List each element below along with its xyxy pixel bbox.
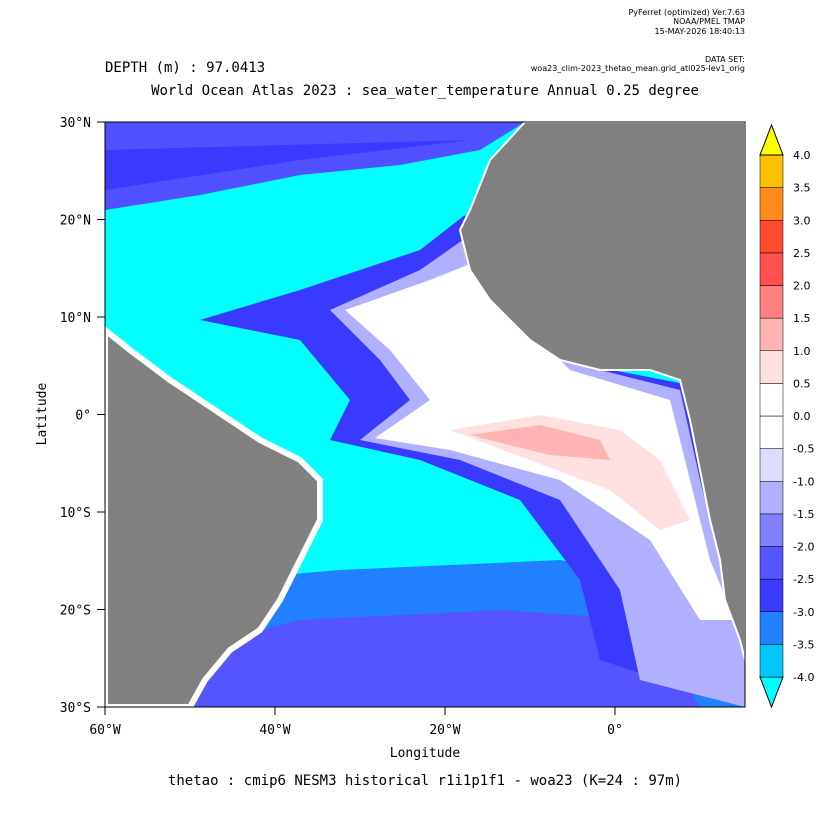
colorbar-bin [759, 220, 784, 254]
colorbar-label: 0.0 [793, 410, 811, 423]
colorbar-bin [759, 513, 784, 547]
colorbar-bin [759, 448, 784, 482]
y-tick-label: 20°S [60, 604, 91, 619]
colorbar-label: -1.0 [793, 475, 814, 488]
colorbar-bin [759, 317, 784, 351]
y-axis-label: Latitude [35, 383, 50, 446]
colorbar-label: 3.5 [793, 182, 811, 195]
y-tick-label: 20°N [60, 214, 91, 229]
colorbar-label: -3.0 [793, 606, 814, 619]
colorbar-bin [759, 154, 784, 188]
south-america [105, 326, 323, 707]
colorbar-label: -3.5 [793, 638, 814, 651]
colorbar-bin [759, 578, 784, 612]
colorbar-bin [759, 350, 784, 384]
africa [458, 122, 745, 661]
colorbar-bin [759, 481, 784, 515]
map-field [105, 122, 745, 707]
south-cool-2 [150, 610, 700, 707]
org: NOAA/PMEL TMAP [673, 17, 745, 26]
colorbar-label: 0.5 [793, 377, 811, 390]
colorbar-label: -2.0 [793, 541, 814, 554]
colorbar-label: 2.0 [793, 280, 811, 293]
colorbar-over [759, 123, 784, 156]
north-cool-2 [105, 140, 470, 190]
colorbar-label: 2.5 [793, 247, 811, 260]
footer: thetao : cmip6 NESM3 historical r1i1p1f1… [168, 773, 682, 789]
colorbar-label: 3.0 [793, 214, 811, 227]
y-tick-label: 0° [75, 409, 91, 424]
title: World Ocean Atlas 2023 : sea_water_tempe… [151, 83, 699, 99]
x-axis-label: Longitude [390, 746, 461, 761]
warm-anomaly-2 [470, 425, 610, 460]
colorbar-bin [759, 285, 784, 319]
depth-label: DEPTH (m) : 97.0413 [105, 60, 265, 76]
colorbar-bin [759, 383, 784, 417]
colorbar-label: -4.0 [793, 671, 814, 684]
x-tick-label: 0° [607, 723, 623, 738]
timestamp: 15-MAY-2026 18:40:13 [655, 27, 745, 36]
y-tick-label: 30°N [60, 116, 91, 131]
colorbar-label: 4.0 [793, 149, 811, 162]
software: PyFerret (optimized) Ver.7.63 [628, 8, 745, 17]
y-tick-label: 10°N [60, 311, 91, 326]
colorbar-bin [759, 644, 784, 678]
x-tick-label: 40°W [259, 723, 290, 738]
dataset: woa23_clim-2023_thetao_mean.grid_atl025-… [531, 64, 745, 73]
colorbar-label: -1.5 [793, 508, 814, 521]
colorbar-bin [759, 415, 784, 449]
colorbar-bin [759, 187, 784, 221]
y-tick-label: 30°S [60, 701, 91, 716]
colorbar-label: -0.5 [793, 443, 814, 456]
colorbar-label: -2.5 [793, 573, 814, 586]
colorbar-under [759, 676, 784, 709]
y-tick-label: 10°S [60, 506, 91, 521]
colorbar-bin [759, 611, 784, 645]
colorbar-bin [759, 546, 784, 580]
x-tick-label: 20°W [429, 723, 460, 738]
x-tick-label: 60°W [89, 723, 120, 738]
colorbar-label: 1.0 [793, 345, 811, 358]
colorbar-bin [759, 252, 784, 286]
colorbar-label: 1.5 [793, 312, 811, 325]
dataset-label: DATA SET: [705, 55, 745, 64]
